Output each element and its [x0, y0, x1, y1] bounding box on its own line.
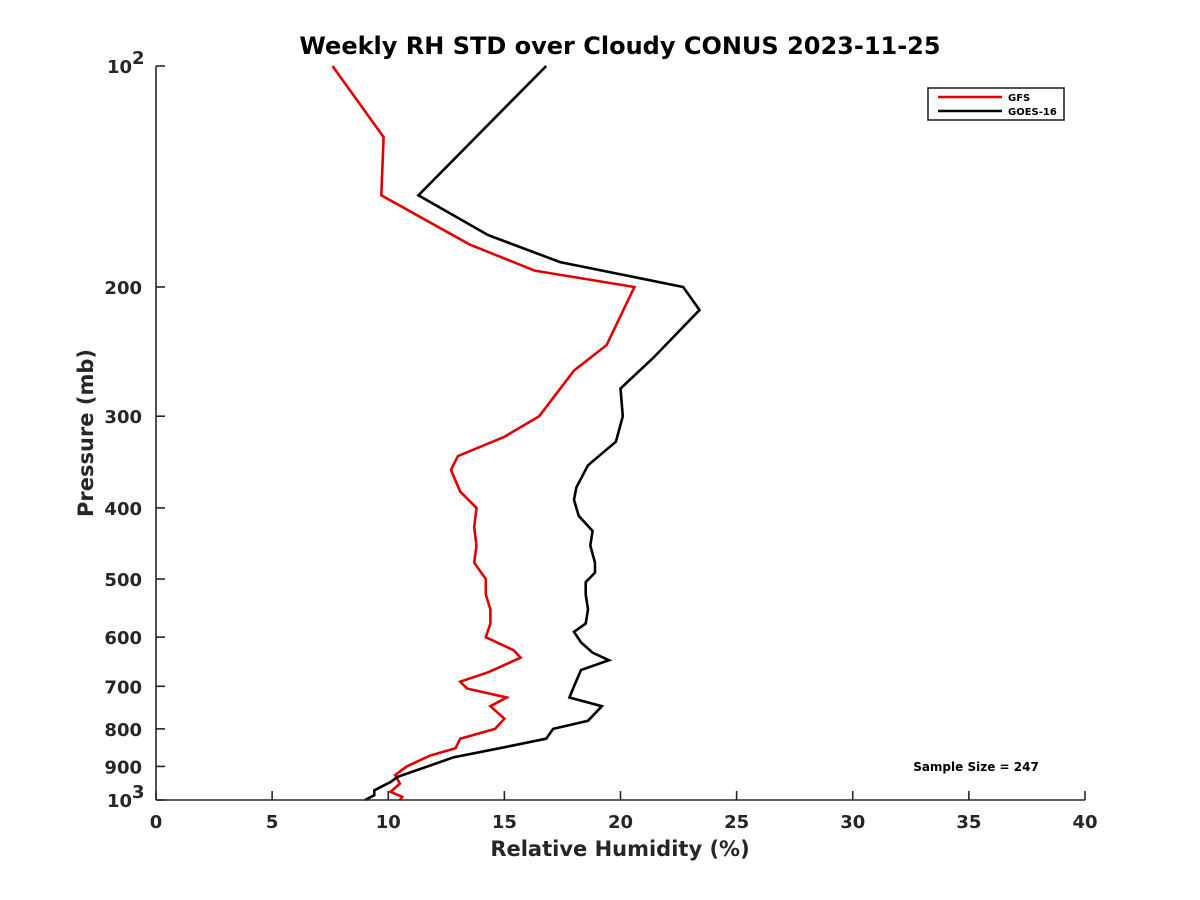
x-tick-label: 35 — [956, 812, 981, 833]
x-tick-label: 15 — [492, 812, 517, 833]
y-tick-label: 200 — [104, 278, 142, 299]
chart-title: Weekly RH STD over Cloudy CONUS 2023-11-… — [299, 32, 940, 60]
x-tick-label: 40 — [1072, 812, 1097, 833]
y-tick-label: 500 — [104, 570, 142, 591]
series-layer — [331, 65, 702, 802]
y-tick-label-exponent: 2 — [132, 48, 145, 69]
sample-size-annotation: Sample Size = 247 — [913, 760, 1039, 774]
legend: GFS GOES-16 — [927, 87, 1065, 121]
axes-frame — [155, 66, 1085, 801]
y-tick-label: 400 — [104, 499, 142, 520]
y-tick-label: 900 — [104, 757, 142, 778]
y-tick-label: 600 — [104, 628, 142, 649]
y-tick-label: 10 — [107, 791, 132, 812]
legend-label: GOES-16 — [1008, 107, 1057, 118]
x-tick-label: 25 — [724, 812, 749, 833]
y-tick-label: 10 — [107, 57, 132, 78]
y-tick-label: 300 — [104, 407, 142, 428]
series-line-goes-16 — [364, 65, 702, 802]
legend-box — [927, 87, 1065, 121]
x-tick-label: 20 — [608, 812, 633, 833]
x-tick-label: 5 — [266, 812, 279, 833]
legend-label: GFS — [1008, 93, 1030, 104]
y-tick-label-exponent: 3 — [132, 782, 145, 803]
x-axis-label: Relative Humidity (%) — [490, 837, 749, 861]
series-line-gfs — [331, 65, 637, 801]
y-tick-label: 800 — [104, 720, 142, 741]
x-tick-label: 30 — [840, 812, 865, 833]
x-tick-label: 10 — [376, 812, 401, 833]
y-axis-label: Pressure (mb) — [74, 349, 98, 517]
y-tick-label: 700 — [104, 677, 142, 698]
x-axis-ticks: 0 5 10 15 20 25 30 35 40 — [150, 791, 1098, 833]
x-tick-label: 0 — [150, 812, 163, 833]
